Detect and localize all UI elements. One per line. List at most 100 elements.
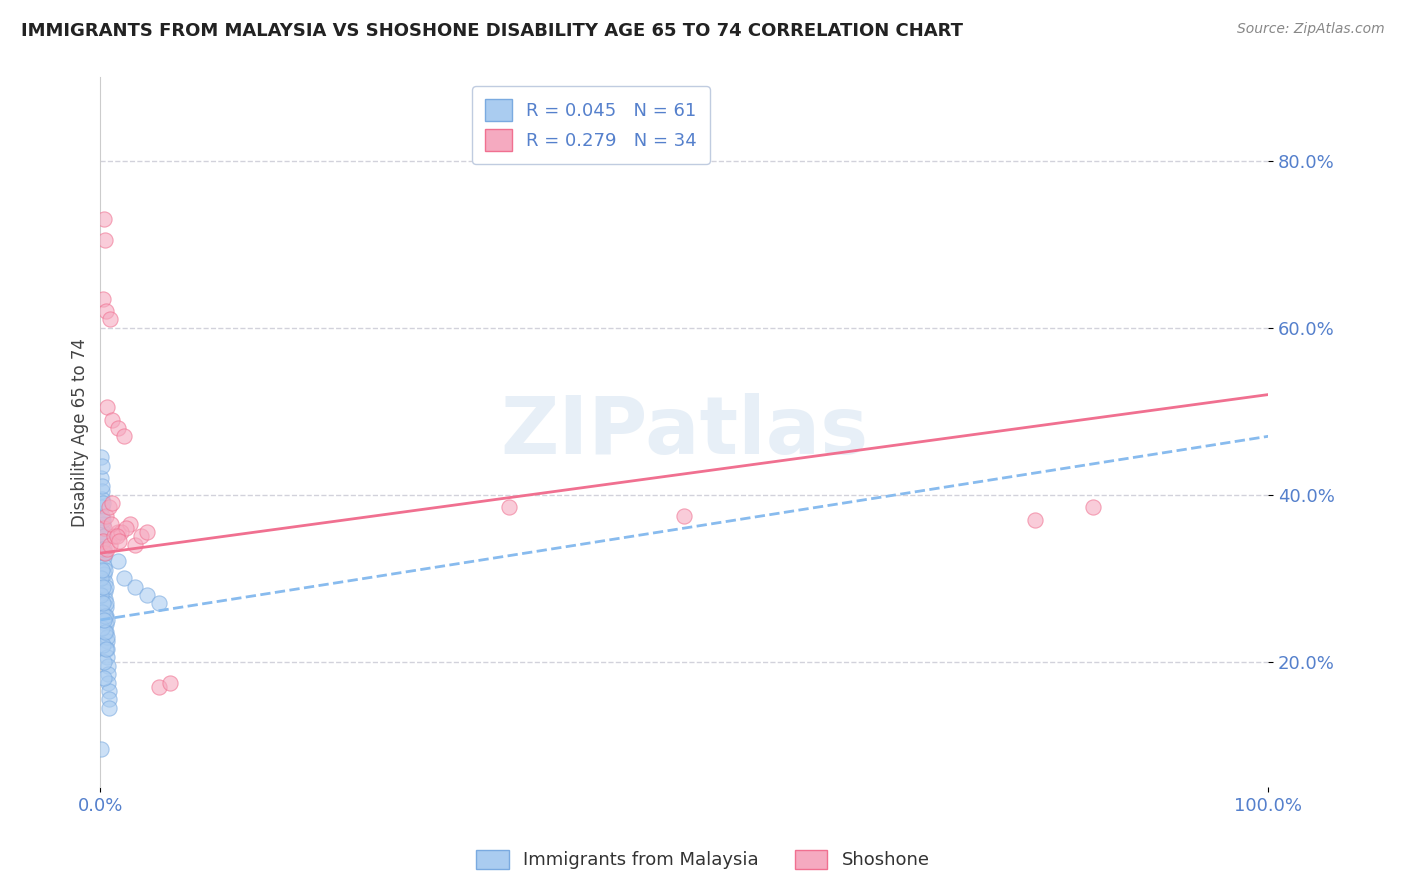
Legend: Immigrants from Malaysia, Shoshone: Immigrants from Malaysia, Shoshone (467, 841, 939, 879)
Point (159, 675, 181, 690)
Point (118, 516, 141, 531)
Point (124, 538, 146, 552)
Point (112, 429, 135, 443)
Text: ZIPatlas: ZIPatlas (501, 393, 869, 471)
Point (94, 608, 117, 623)
Point (94, 546, 117, 560)
Point (90, 742, 112, 756)
Point (90, 450, 112, 465)
Point (96, 642, 118, 657)
Point (498, 500, 520, 515)
Point (93, 521, 115, 535)
Point (96, 596, 118, 610)
Point (148, 596, 170, 610)
Point (91, 621, 114, 635)
Point (93, 613, 115, 627)
Point (96, 630, 118, 644)
Point (107, 554, 129, 568)
Point (91, 500, 114, 515)
Point (98, 700, 121, 714)
Point (148, 680, 170, 694)
Point (91, 496, 114, 510)
Point (136, 525, 159, 540)
Point (94, 642, 117, 657)
Point (97, 675, 120, 690)
Point (90, 483, 112, 498)
Point (91, 525, 114, 540)
Point (96, 633, 118, 648)
Point (115, 521, 138, 535)
Point (93, 567, 115, 582)
Point (100, 516, 122, 531)
Point (90, 588, 112, 602)
Point (91, 513, 114, 527)
Y-axis label: Disability Age 65 to 74: Disability Age 65 to 74 (72, 338, 89, 526)
Point (1081, 500, 1104, 515)
Point (98, 538, 121, 552)
Point (93, 655, 115, 669)
Point (94, 563, 117, 577)
Point (97, 684, 120, 698)
Point (94, 580, 117, 594)
Point (93, 541, 115, 556)
Point (90, 458, 112, 473)
Point (97, 500, 120, 515)
Point (93, 546, 115, 560)
Point (91, 533, 114, 548)
Point (96, 508, 118, 523)
Point (94, 575, 117, 590)
Point (91, 508, 114, 523)
Point (93, 212, 115, 227)
Point (90, 491, 112, 506)
Point (103, 529, 125, 543)
Point (93, 671, 115, 685)
Point (105, 529, 128, 543)
Point (108, 533, 131, 548)
Point (96, 625, 118, 640)
Point (129, 529, 152, 543)
Point (91, 516, 114, 531)
Point (94, 608, 117, 623)
Point (90, 471, 112, 485)
Point (96, 541, 118, 556)
Point (91, 638, 114, 652)
Point (94, 233, 117, 247)
Point (91, 479, 114, 493)
Point (91, 292, 114, 306)
Point (101, 412, 124, 426)
Point (90, 571, 112, 585)
Point (107, 421, 129, 435)
Legend: R = 0.045   N = 61, R = 0.279   N = 34: R = 0.045 N = 61, R = 0.279 N = 34 (472, 87, 710, 164)
Point (94, 625, 117, 640)
Point (136, 588, 159, 602)
Point (1024, 513, 1046, 527)
Point (96, 400, 118, 414)
Point (124, 580, 146, 594)
Point (97, 692, 120, 706)
Point (91, 596, 114, 610)
Point (673, 508, 696, 523)
Point (91, 580, 114, 594)
Point (94, 583, 117, 598)
Point (96, 617, 118, 632)
Point (97, 667, 120, 681)
Point (93, 558, 115, 573)
Text: IMMIGRANTS FROM MALAYSIA VS SHOSHONE DISABILITY AGE 65 TO 74 CORRELATION CHART: IMMIGRANTS FROM MALAYSIA VS SHOSHONE DIS… (21, 22, 963, 40)
Point (93, 529, 115, 543)
Point (98, 312, 121, 326)
Point (97, 658, 120, 673)
Point (94, 600, 117, 615)
Point (90, 541, 112, 556)
Point (91, 563, 114, 577)
Point (110, 525, 132, 540)
Point (96, 650, 118, 665)
Point (101, 496, 124, 510)
Text: Source: ZipAtlas.com: Source: ZipAtlas.com (1237, 22, 1385, 37)
Point (112, 571, 135, 585)
Point (96, 304, 118, 318)
Point (94, 592, 117, 607)
Point (93, 550, 115, 565)
Point (107, 525, 129, 540)
Point (96, 613, 118, 627)
Point (91, 533, 114, 548)
